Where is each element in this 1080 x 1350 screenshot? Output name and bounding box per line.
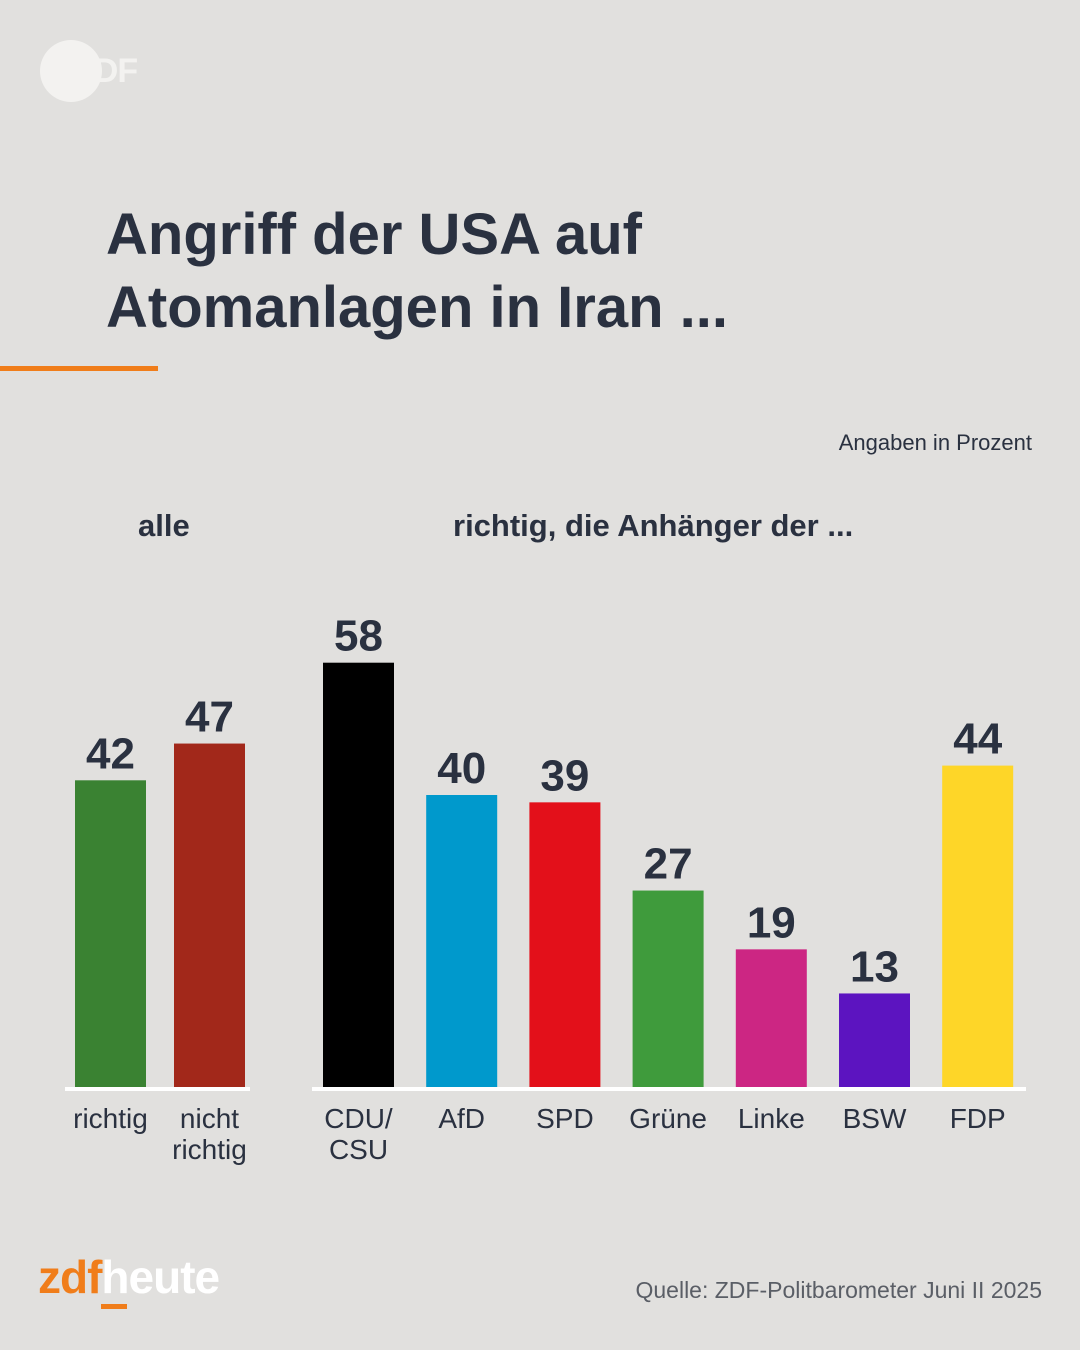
bar: [323, 662, 394, 1089]
bar: [75, 780, 146, 1089]
unit-note: Angaben in Prozent: [838, 430, 1032, 455]
bar: [735, 949, 807, 1089]
bar: [632, 890, 704, 1089]
source-note: Quelle: ZDF-Politbarometer Juni II 2025: [635, 1277, 1042, 1303]
group-label-parties: richtig, die Anhänger der ...: [453, 508, 854, 543]
title-line-2: Atomanlagen in Iran ...: [106, 275, 728, 340]
category-label: CDU/: [324, 1103, 393, 1134]
bar-value-label: 39: [540, 751, 589, 800]
category-label: AfD: [438, 1103, 485, 1134]
brand-heute: heute: [101, 1251, 220, 1303]
title-line-1: Angriff der USA auf: [106, 202, 642, 267]
zdfheute-logo: zdfheute: [38, 1251, 220, 1303]
category-label: nicht: [180, 1103, 239, 1134]
chart-title: Angriff der USA auf Atomanlagen in Iran …: [106, 198, 1006, 344]
bar: [839, 993, 910, 1089]
category-label: BSW: [843, 1103, 907, 1134]
category-label: richtig: [172, 1134, 247, 1165]
bar-value-label: 47: [185, 693, 234, 742]
accent-line: [0, 366, 158, 371]
bar-value-label: 42: [86, 729, 135, 778]
bar: [426, 795, 498, 1089]
bar-value-label: 13: [850, 942, 899, 991]
bar: [529, 802, 601, 1089]
bar-value-label: 40: [437, 744, 486, 793]
bar-value-label: 27: [644, 840, 693, 889]
bar: [174, 743, 245, 1089]
category-label: Grüne: [629, 1103, 707, 1134]
category-label: richtig: [73, 1103, 148, 1134]
category-label: SPD: [536, 1103, 594, 1134]
brand-zdf: zdf: [38, 1251, 102, 1303]
category-label: FDP: [950, 1103, 1006, 1134]
group-label-all: alle: [138, 508, 190, 543]
zdf-logo-circle: [40, 40, 102, 102]
category-label: Linke: [738, 1103, 805, 1134]
category-label: CSU: [329, 1134, 388, 1165]
bar-value-label: 44: [953, 715, 1002, 764]
zdf-logo: ZDF: [74, 52, 138, 90]
bar: [942, 765, 1014, 1089]
bar-value-label: 19: [747, 898, 796, 947]
bar-value-label: 58: [334, 612, 383, 661]
